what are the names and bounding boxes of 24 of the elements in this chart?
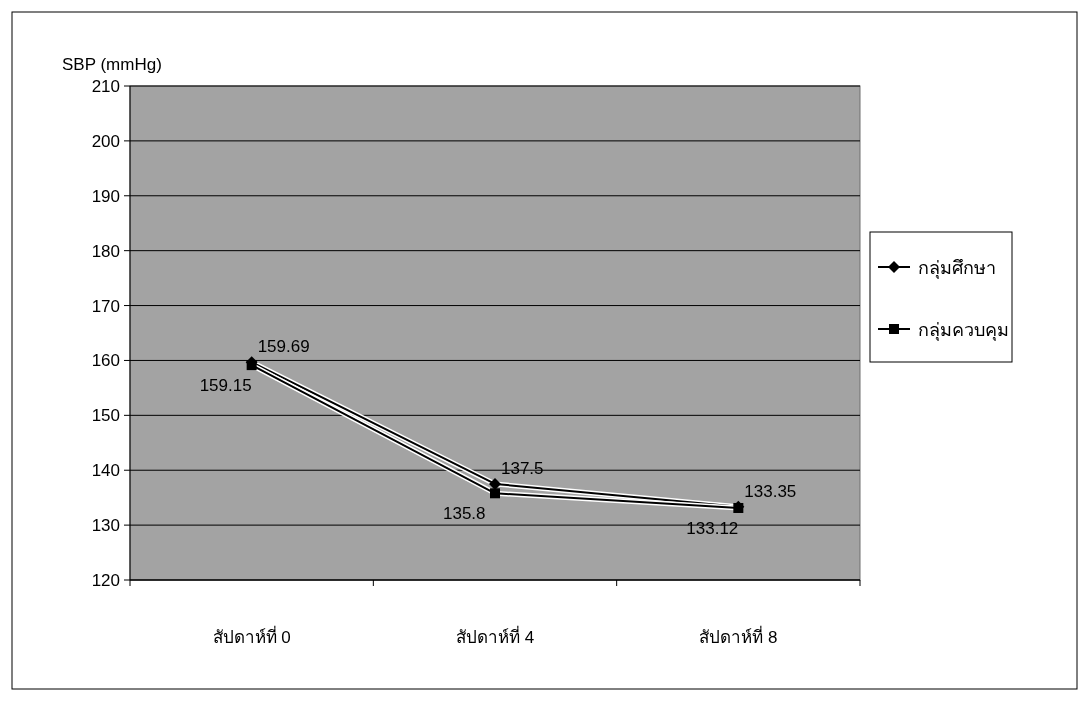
y-tick-label: 140 xyxy=(91,461,120,481)
y-tick-label: 160 xyxy=(91,351,120,371)
y-tick-label: 190 xyxy=(91,186,120,206)
point xyxy=(246,360,257,371)
legend-label: กลุ่มศึกษา xyxy=(918,258,996,279)
data-label: 133.35 xyxy=(744,481,797,501)
y-tick-label: 200 xyxy=(91,131,120,151)
legend-label: กลุ่มควบคุม xyxy=(918,320,1009,341)
y-tick-label: 130 xyxy=(91,516,120,536)
y-tick-label: 120 xyxy=(91,571,120,590)
y-tick-label: 180 xyxy=(91,241,120,261)
point xyxy=(490,488,500,499)
x-tick-label: สัปดาห์ที่ 4 xyxy=(455,625,535,647)
point xyxy=(733,502,744,513)
y-tick-label: 210 xyxy=(91,77,120,96)
x-tick-label: สัปดาห์ที่ 0 xyxy=(212,625,291,647)
y-axis-title: SBP (mmHg) xyxy=(62,55,162,74)
x-tick-label: สัปดาห์ที่ 8 xyxy=(699,625,778,647)
y-tick-label: 150 xyxy=(91,406,120,426)
data-label: 159.69 xyxy=(257,337,310,357)
point xyxy=(489,477,501,490)
y-tick-label: 170 xyxy=(91,296,120,316)
data-label: 135.8 xyxy=(443,504,486,524)
data-label: 159.15 xyxy=(199,376,252,396)
